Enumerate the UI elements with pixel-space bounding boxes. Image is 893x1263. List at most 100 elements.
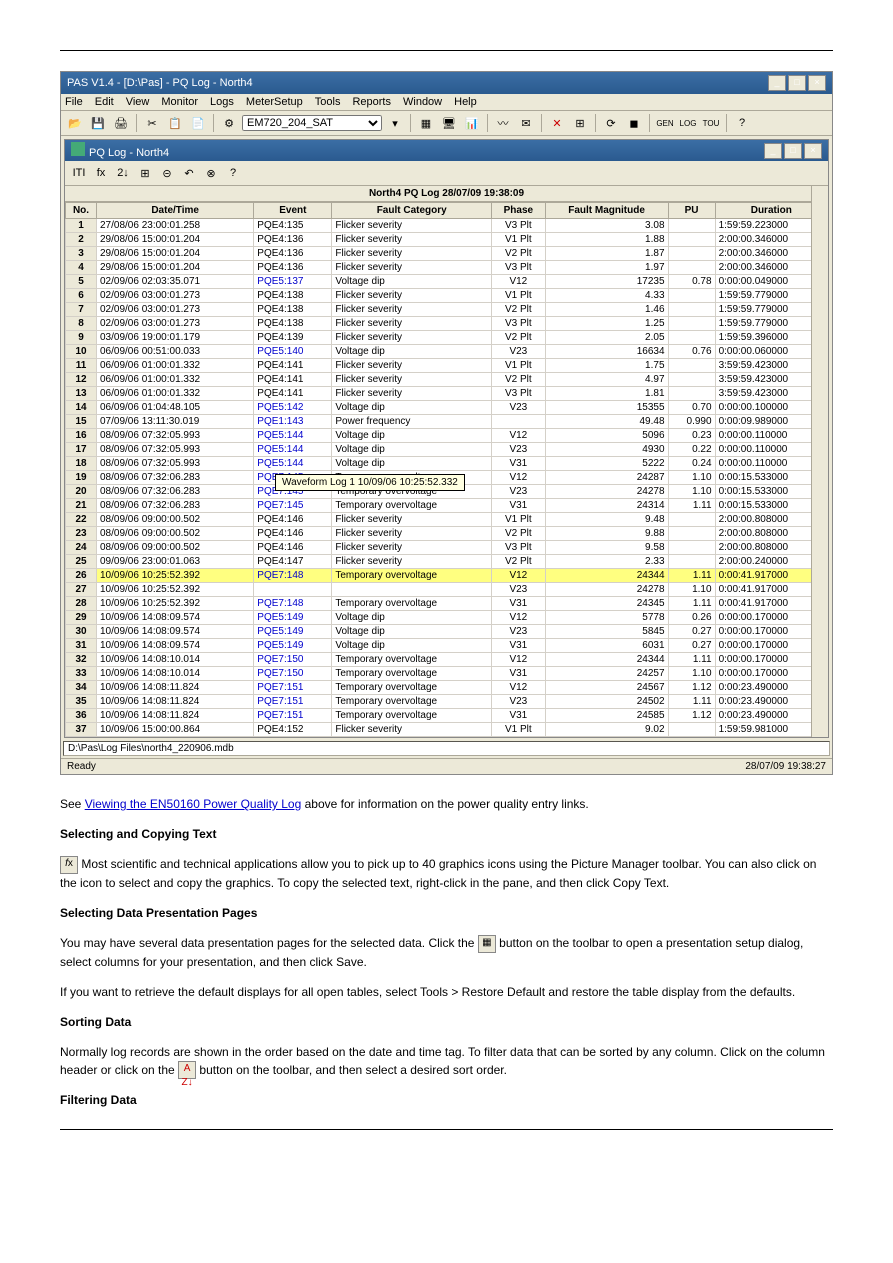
tool-↶[interactable]: ↶ <box>179 163 199 183</box>
envelope-icon[interactable]: ✉ <box>516 113 536 133</box>
table-row[interactable]: 1306/09/06 01:00:01.332PQE4:141Flicker s… <box>66 387 828 401</box>
table-row[interactable]: 3410/09/06 14:08:11.824PQE7:151Temporary… <box>66 681 828 695</box>
dropdown-icon[interactable]: ▾ <box>385 113 405 133</box>
cell <box>668 541 715 555</box>
menu-window[interactable]: Window <box>403 96 442 108</box>
table-row[interactable]: 329/08/06 15:00:01.204PQE4:136Flicker se… <box>66 247 828 261</box>
table-row[interactable]: 3310/09/06 14:08:10.014PQE7:150Temporary… <box>66 667 828 681</box>
table-row[interactable]: 1006/09/06 00:51:00.033PQE5:140Voltage d… <box>66 345 828 359</box>
tool-⊗[interactable]: ⊗ <box>201 163 221 183</box>
menu-logs[interactable]: Logs <box>210 96 234 108</box>
stop-icon[interactable]: ◼ <box>624 113 644 133</box>
sync-icon[interactable]: ⟳ <box>601 113 621 133</box>
tool-⊞[interactable]: ⊞ <box>135 163 155 183</box>
paste-icon[interactable]: 📄 <box>188 113 208 133</box>
table-row[interactable]: 2208/09/06 09:00:00.502PQE4:146Flicker s… <box>66 513 828 527</box>
table-row[interactable]: 3110/09/06 14:08:09.574PQE5:149Voltage d… <box>66 639 828 653</box>
table-row[interactable]: 229/08/06 15:00:01.204PQE4:136Flicker se… <box>66 233 828 247</box>
menu-tools[interactable]: Tools <box>315 96 341 108</box>
copy-icon[interactable]: 📋 <box>165 113 185 133</box>
table-row[interactable]: 3010/09/06 14:08:09.574PQE5:149Voltage d… <box>66 625 828 639</box>
gear-icon[interactable]: ⚙ <box>219 113 239 133</box>
cell: V3 Plt <box>492 317 546 331</box>
fx-icon[interactable]: fx <box>60 856 78 874</box>
open-icon[interactable]: 📂 <box>65 113 85 133</box>
tou-icon[interactable]: TOU <box>701 113 721 133</box>
table-row[interactable]: 2710/09/06 10:25:52.392V23242781.100:00:… <box>66 583 828 597</box>
menu-edit[interactable]: Edit <box>95 96 114 108</box>
log-icon[interactable]: LOG <box>678 113 698 133</box>
table-row[interactable]: 2910/09/06 14:08:09.574PQE5:149Voltage d… <box>66 611 828 625</box>
table-row[interactable]: 502/09/06 02:03:35.071PQE5:137Voltage di… <box>66 275 828 289</box>
filter-icon[interactable]: ⊞ <box>570 113 590 133</box>
device-combo[interactable]: EM720_204_SAT <box>242 115 382 131</box>
table-row[interactable]: 2810/09/06 10:25:52.392PQE7:148Temporary… <box>66 597 828 611</box>
col-header[interactable]: Event <box>254 203 332 219</box>
table-row[interactable]: 903/09/06 19:00:01.179PQE4:139Flicker se… <box>66 331 828 345</box>
close-button[interactable]: × <box>808 75 826 91</box>
tool-ITI[interactable]: ITI <box>69 163 89 183</box>
table-row[interactable]: 1608/09/06 07:32:05.993PQE5:144Voltage d… <box>66 429 828 443</box>
tool-fx[interactable]: fx <box>91 163 111 183</box>
chart-icon[interactable]: 📊 <box>462 113 482 133</box>
col-header[interactable]: PU <box>668 203 715 219</box>
table-row[interactable]: 1206/09/06 01:00:01.332PQE4:141Flicker s… <box>66 373 828 387</box>
menu-help[interactable]: Help <box>454 96 477 108</box>
table-row[interactable]: 1708/09/06 07:32:05.993PQE5:144Voltage d… <box>66 443 828 457</box>
table-row[interactable]: 3210/09/06 14:08:10.014PQE7:150Temporary… <box>66 653 828 667</box>
delete-icon[interactable]: ✕ <box>547 113 567 133</box>
cell <box>332 583 492 597</box>
child-close-button[interactable]: × <box>804 143 822 159</box>
cut-icon[interactable]: ✂ <box>142 113 162 133</box>
tool-2↓[interactable]: 2↓ <box>113 163 133 183</box>
save-icon[interactable]: 💾 <box>88 113 108 133</box>
child-maximize-button[interactable]: □ <box>784 143 802 159</box>
gen-icon[interactable]: GEN <box>655 113 675 133</box>
table-row[interactable]: 602/09/06 03:00:01.273PQE4:138Flicker se… <box>66 289 828 303</box>
maximize-button[interactable]: □ <box>788 75 806 91</box>
menu-view[interactable]: View <box>126 96 150 108</box>
grid-icon[interactable]: ▦ <box>416 113 436 133</box>
help-icon[interactable]: ? <box>732 113 752 133</box>
menu-reports[interactable]: Reports <box>352 96 391 108</box>
table-row[interactable]: 2610/09/06 10:25:52.392PQE7:148Temporary… <box>66 569 828 583</box>
table-row[interactable]: 1406/09/06 01:04:48.105PQE5:142Voltage d… <box>66 401 828 415</box>
menu-file[interactable]: File <box>65 96 83 108</box>
waveform-icon[interactable]: 〰 <box>493 113 513 133</box>
col-header[interactable]: Fault Category <box>332 203 492 219</box>
minimize-button[interactable]: _ <box>768 75 786 91</box>
monitor-icon[interactable]: 🖥 <box>439 113 459 133</box>
table-row[interactable]: 1507/09/06 13:11:30.019PQE1:143Power fre… <box>66 415 828 429</box>
table-row[interactable]: 802/09/06 03:00:01.273PQE4:138Flicker se… <box>66 317 828 331</box>
vertical-scrollbar[interactable] <box>811 186 828 737</box>
table-row[interactable]: 2308/09/06 09:00:00.502PQE4:146Flicker s… <box>66 527 828 541</box>
table-row[interactable]: 702/09/06 03:00:01.273PQE4:138Flicker se… <box>66 303 828 317</box>
table-row[interactable]: 1808/09/06 07:32:05.993PQE5:144Voltage d… <box>66 457 828 471</box>
table-row[interactable]: 1106/09/06 01:00:01.332PQE4:141Flicker s… <box>66 359 828 373</box>
child-minimize-button[interactable]: _ <box>764 143 782 159</box>
cell: 08/09/06 07:32:06.283 <box>97 471 254 485</box>
link-en50160[interactable]: Viewing the EN50160 Power Quality Log <box>85 797 302 811</box>
print-icon[interactable]: 🖨 <box>111 113 131 133</box>
heading-filtering: Filtering Data <box>60 1091 833 1109</box>
cell: Flicker severity <box>332 317 492 331</box>
menu-metersetup[interactable]: MeterSetup <box>246 96 303 108</box>
tool-?[interactable]: ? <box>223 163 243 183</box>
col-header[interactable]: Phase <box>492 203 546 219</box>
col-header[interactable]: No. <box>66 203 97 219</box>
table-row[interactable]: 127/08/06 23:00:01.258PQE4:135Flicker se… <box>66 219 828 233</box>
table-row[interactable]: 3610/09/06 14:08:11.824PQE7:151Temporary… <box>66 709 828 723</box>
col-header[interactable]: Date/Time <box>97 203 254 219</box>
table-row[interactable]: 2108/09/06 07:32:06.283PQE7:145Temporary… <box>66 499 828 513</box>
tool-⊝[interactable]: ⊝ <box>157 163 177 183</box>
table-row[interactable]: 429/08/06 15:00:01.204PQE4:136Flicker se… <box>66 261 828 275</box>
table-row[interactable]: 2509/09/06 23:00:01.063PQE4:147Flicker s… <box>66 555 828 569</box>
columns-icon[interactable]: ▦ <box>478 935 496 953</box>
table-row[interactable]: 2408/09/06 09:00:00.502PQE4:146Flicker s… <box>66 541 828 555</box>
sort-icon[interactable]: AZ↓ <box>178 1061 196 1079</box>
cell: 27 <box>66 583 97 597</box>
table-row[interactable]: 3710/09/06 15:00:00.864PQE4:152Flicker s… <box>66 723 828 737</box>
col-header[interactable]: Fault Magnitude <box>545 203 668 219</box>
table-row[interactable]: 3510/09/06 14:08:11.824PQE7:151Temporary… <box>66 695 828 709</box>
menu-monitor[interactable]: Monitor <box>161 96 198 108</box>
